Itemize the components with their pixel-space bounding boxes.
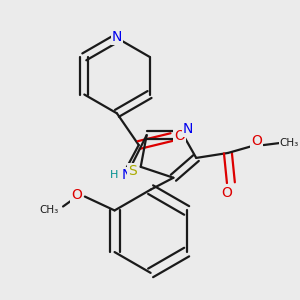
Text: O: O (221, 186, 233, 200)
Text: CH₃: CH₃ (40, 206, 59, 215)
Text: O: O (251, 134, 262, 148)
Text: O: O (174, 129, 185, 143)
Text: S: S (128, 164, 137, 178)
Text: CH₃: CH₃ (280, 138, 299, 148)
Text: O: O (71, 188, 82, 202)
Text: N: N (112, 30, 122, 44)
Text: H: H (110, 170, 118, 180)
Text: N: N (183, 122, 194, 136)
Text: N: N (122, 168, 132, 182)
